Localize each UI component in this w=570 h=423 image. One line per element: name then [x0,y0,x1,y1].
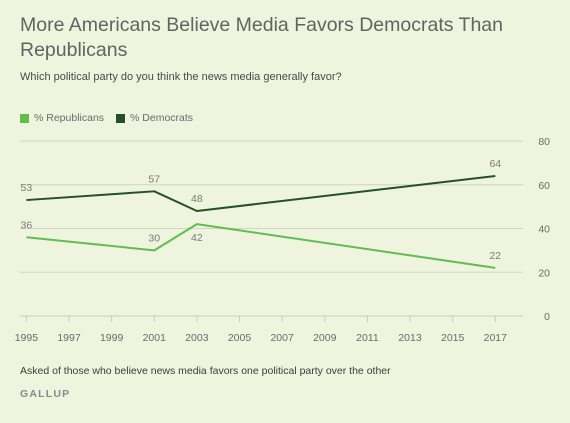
x-tick-label: 2001 [143,332,167,344]
data-label-democrats: 57 [148,173,160,185]
x-tick-label: 2013 [398,332,422,344]
data-label-republicans: 42 [191,232,203,244]
legend-item-democrats: % Democrats [116,112,193,124]
data-label-democrats: 48 [191,193,203,205]
x-tick-label: 2009 [313,332,337,344]
y-tick-label: 40 [538,224,550,236]
chart-note: Asked of those who believe news media fa… [20,365,391,377]
legend: % Republicans % Democrats [20,112,205,124]
x-tick-label: 1999 [100,332,124,344]
legend-item-republicans: % Republicans [20,112,104,124]
x-tick-label: 2017 [484,332,508,344]
x-tick-label: 1997 [57,332,81,344]
legend-swatch-republicans [20,113,29,123]
y-tick-label: 80 [538,136,550,148]
x-tick-label: 2011 [356,332,379,344]
x-tick-label: 1995 [15,332,39,344]
source-label: GALLUP [20,388,71,400]
data-label-democrats: 64 [489,158,501,170]
x-tick-label: 2015 [441,332,465,344]
data-label-republicans: 30 [148,232,160,244]
legend-label-republicans: % Republicans [34,112,105,124]
legend-label-democrats: % Democrats [130,112,194,124]
y-tick-label: 60 [538,180,550,192]
x-tick-label: 2005 [228,332,252,344]
chart-title: More Americans Believe Media Favors Demo… [20,14,503,61]
chart-subtitle: Which political party do you think the n… [20,71,342,83]
data-label-republicans: 22 [489,250,501,262]
y-tick-label: 0 [544,311,550,323]
x-tick-label: 2007 [270,332,294,344]
data-label-democrats: 53 [21,182,33,194]
data-label-republicans: 36 [21,219,33,231]
x-tick-label: 2003 [185,332,209,344]
legend-swatch-democrats [116,113,126,123]
series-line-republicans [26,223,496,269]
y-tick-label: 20 [538,267,550,279]
series-line-democrats [26,175,496,212]
